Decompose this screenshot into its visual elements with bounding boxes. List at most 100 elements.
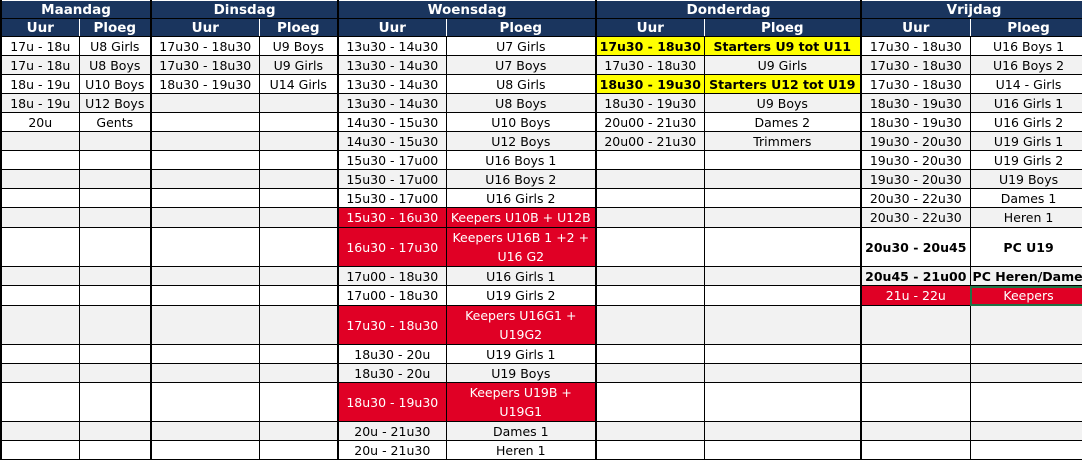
woensdag-ploeg-cell[interactable]: U19 Girls 2 bbox=[445, 285, 597, 306]
dinsdag-ploeg-cell[interactable] bbox=[258, 421, 339, 441]
maandag-ploeg-cell[interactable] bbox=[78, 440, 152, 460]
dinsdag-ploeg-cell[interactable] bbox=[258, 305, 339, 345]
woensdag-ploeg-cell[interactable]: U8 Boys bbox=[445, 93, 597, 113]
vrijdag-uur-cell[interactable]: 19u30 - 20u30 bbox=[860, 150, 971, 170]
woensdag-ploeg-cell[interactable]: U10 Boys bbox=[445, 112, 597, 132]
dinsdag-uur-cell[interactable] bbox=[150, 382, 260, 422]
donderdag-uur-cell[interactable] bbox=[595, 363, 705, 383]
donderdag-uur-cell[interactable] bbox=[595, 344, 705, 364]
maandag-uur-cell[interactable]: 17u - 18u bbox=[0, 55, 80, 75]
donderdag-ploeg-cell[interactable]: U9 Boys bbox=[703, 93, 862, 113]
dinsdag-ploeg-cell[interactable] bbox=[258, 363, 339, 383]
woensdag-ploeg-cell[interactable]: U19 Boys bbox=[445, 363, 597, 383]
dinsdag-ploeg-cell[interactable]: U9 Girls bbox=[258, 55, 339, 75]
day-header-donderdag[interactable]: Donderdag bbox=[595, 0, 863, 19]
dinsdag-ploeg-cell[interactable] bbox=[258, 169, 339, 189]
woensdag-uur-cell[interactable]: 18u30 - 20u bbox=[337, 363, 447, 383]
vrijdag-uur-cell[interactable]: 17u30 - 18u30 bbox=[860, 74, 971, 94]
dinsdag-ploeg-cell[interactable] bbox=[258, 93, 339, 113]
maandag-ploeg-cell[interactable]: U10 Boys bbox=[78, 74, 152, 94]
maandag-ploeg-cell[interactable] bbox=[78, 285, 152, 306]
ploeg-column-header[interactable]: Ploeg bbox=[78, 18, 152, 37]
vrijdag-uur-cell[interactable]: 20u30 - 20u45 bbox=[860, 227, 971, 267]
donderdag-ploeg-cell[interactable] bbox=[703, 150, 862, 170]
vrijdag-uur-cell[interactable] bbox=[860, 344, 971, 364]
donderdag-uur-cell[interactable] bbox=[595, 285, 705, 306]
donderdag-ploeg-cell[interactable] bbox=[703, 188, 862, 208]
maandag-uur-cell[interactable]: 20u bbox=[0, 112, 80, 132]
donderdag-ploeg-cell[interactable] bbox=[703, 363, 862, 383]
donderdag-ploeg-cell[interactable]: Dames 2 bbox=[703, 112, 862, 132]
vrijdag-uur-cell[interactable]: 17u30 - 18u30 bbox=[860, 36, 971, 56]
uur-column-header[interactable]: Uur bbox=[150, 18, 260, 37]
dinsdag-uur-cell[interactable] bbox=[150, 93, 260, 113]
donderdag-ploeg-cell[interactable]: Starters U9 tot U11 bbox=[703, 36, 862, 56]
dinsdag-ploeg-cell[interactable] bbox=[258, 112, 339, 132]
maandag-ploeg-cell[interactable] bbox=[78, 188, 152, 208]
donderdag-ploeg-cell[interactable] bbox=[703, 344, 862, 364]
vrijdag-ploeg-cell[interactable] bbox=[969, 305, 1082, 345]
woensdag-uur-cell[interactable]: 20u - 21u30 bbox=[337, 421, 447, 441]
vrijdag-ploeg-cell[interactable] bbox=[969, 382, 1082, 422]
woensdag-uur-cell[interactable]: 17u00 - 18u30 bbox=[337, 285, 447, 306]
ploeg-column-header[interactable]: Ploeg bbox=[445, 18, 597, 37]
ploeg-column-header[interactable]: Ploeg bbox=[258, 18, 339, 37]
woensdag-uur-cell[interactable]: 15u30 - 17u00 bbox=[337, 188, 447, 208]
woensdag-uur-cell[interactable]: 17u00 - 18u30 bbox=[337, 266, 447, 286]
dinsdag-uur-cell[interactable] bbox=[150, 344, 260, 364]
maandag-uur-cell[interactable] bbox=[0, 285, 80, 306]
donderdag-uur-cell[interactable] bbox=[595, 440, 705, 460]
woensdag-ploeg-cell[interactable]: Dames 1 bbox=[445, 421, 597, 441]
donderdag-uur-cell[interactable] bbox=[595, 382, 705, 422]
woensdag-ploeg-cell[interactable]: Keepers U16B 1 +2 + U16 G2 bbox=[445, 227, 597, 267]
vrijdag-ploeg-cell[interactable]: Heren 1 bbox=[969, 207, 1082, 228]
woensdag-uur-cell[interactable]: 15u30 - 17u00 bbox=[337, 150, 447, 170]
vrijdag-ploeg-cell[interactable]: U16 Boys 2 bbox=[969, 55, 1082, 75]
dinsdag-uur-cell[interactable] bbox=[150, 188, 260, 208]
woensdag-ploeg-cell[interactable]: U12 Boys bbox=[445, 131, 597, 151]
vrijdag-ploeg-cell[interactable]: U19 Girls 2 bbox=[969, 150, 1082, 170]
maandag-ploeg-cell[interactable]: U12 Boys bbox=[78, 93, 152, 113]
dinsdag-ploeg-cell[interactable]: U14 Girls bbox=[258, 74, 339, 94]
maandag-ploeg-cell[interactable] bbox=[78, 421, 152, 441]
maandag-ploeg-cell[interactable] bbox=[78, 227, 152, 267]
vrijdag-uur-cell[interactable]: 20u45 - 21u00 bbox=[860, 266, 971, 286]
donderdag-uur-cell[interactable] bbox=[595, 188, 705, 208]
maandag-uur-cell[interactable] bbox=[0, 188, 80, 208]
woensdag-ploeg-cell[interactable]: Keepers U19B + U19G1 bbox=[445, 382, 597, 422]
donderdag-uur-cell[interactable]: 20u00 - 21u30 bbox=[595, 112, 705, 132]
donderdag-ploeg-cell[interactable] bbox=[703, 266, 862, 286]
maandag-uur-cell[interactable] bbox=[0, 440, 80, 460]
vrijdag-uur-cell[interactable] bbox=[860, 421, 971, 441]
dinsdag-ploeg-cell[interactable] bbox=[258, 266, 339, 286]
dinsdag-ploeg-cell[interactable] bbox=[258, 150, 339, 170]
woensdag-ploeg-cell[interactable]: U7 Boys bbox=[445, 55, 597, 75]
woensdag-ploeg-cell[interactable]: U19 Girls 1 bbox=[445, 344, 597, 364]
maandag-uur-cell[interactable] bbox=[0, 227, 80, 267]
day-header-maandag[interactable]: Maandag bbox=[0, 0, 153, 19]
day-header-dinsdag[interactable]: Dinsdag bbox=[150, 0, 340, 19]
donderdag-ploeg-cell[interactable] bbox=[703, 382, 862, 422]
vrijdag-uur-cell[interactable] bbox=[860, 440, 971, 460]
woensdag-uur-cell[interactable]: 14u30 - 15u30 bbox=[337, 131, 447, 151]
maandag-uur-cell[interactable] bbox=[0, 169, 80, 189]
vrijdag-ploeg-cell[interactable]: Dames 1 bbox=[969, 188, 1082, 208]
donderdag-uur-cell[interactable] bbox=[595, 227, 705, 267]
vrijdag-uur-cell[interactable]: 18u30 - 19u30 bbox=[860, 112, 971, 132]
woensdag-ploeg-cell[interactable]: Keepers U10B + U12B bbox=[445, 207, 597, 228]
woensdag-ploeg-cell[interactable]: U16 Boys 1 bbox=[445, 150, 597, 170]
maandag-ploeg-cell[interactable]: U8 Girls bbox=[78, 36, 152, 56]
maandag-uur-cell[interactable]: 18u - 19u bbox=[0, 74, 80, 94]
uur-column-header[interactable]: Uur bbox=[860, 18, 971, 37]
vrijdag-ploeg-cell[interactable]: U14 - Girls bbox=[969, 74, 1082, 94]
donderdag-uur-cell[interactable]: 18u30 - 19u30 bbox=[595, 93, 705, 113]
woensdag-ploeg-cell[interactable]: U8 Girls bbox=[445, 74, 597, 94]
woensdag-uur-cell[interactable]: 14u30 - 15u30 bbox=[337, 112, 447, 132]
woensdag-uur-cell[interactable]: 20u - 21u30 bbox=[337, 440, 447, 460]
maandag-uur-cell[interactable] bbox=[0, 150, 80, 170]
woensdag-uur-cell[interactable]: 18u30 - 20u bbox=[337, 344, 447, 364]
dinsdag-uur-cell[interactable] bbox=[150, 150, 260, 170]
vrijdag-uur-cell[interactable]: 19u30 - 20u30 bbox=[860, 169, 971, 189]
dinsdag-ploeg-cell[interactable] bbox=[258, 207, 339, 228]
dinsdag-uur-cell[interactable]: 17u30 - 18u30 bbox=[150, 55, 260, 75]
